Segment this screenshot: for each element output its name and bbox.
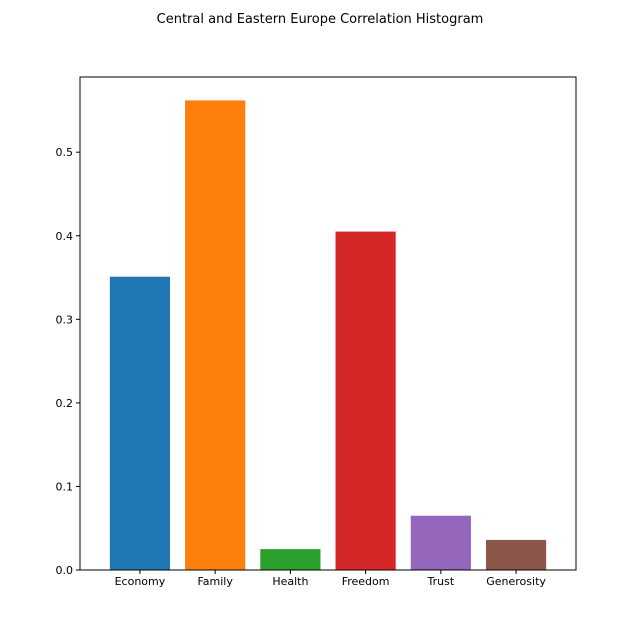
bar-freedom [335, 231, 396, 570]
bar-economy [109, 276, 171, 570]
y-axis: 0.0 0.1 0.2 0.3 0.4 0.5 [56, 146, 80, 577]
x-tick-label: Family [197, 575, 233, 588]
bar-trust [410, 515, 471, 570]
bar-health [260, 549, 321, 570]
x-tick-label: Economy [115, 575, 166, 588]
y-tick-label: 0.3 [56, 313, 74, 326]
bar-generosity [485, 539, 547, 570]
x-axis: Economy Family Health Freedom Trust Generosit… [115, 570, 546, 588]
y-tick-label: 0.4 [56, 230, 74, 243]
x-tick-label: Generosity [486, 575, 546, 588]
x-tick-label: Trust [427, 575, 455, 588]
y-tick-label: 0.5 [56, 146, 74, 159]
bars-layer [109, 100, 547, 571]
plot-area-frame [79, 76, 577, 571]
y-tick-label: 0.2 [56, 397, 74, 410]
x-tick-label: Health [272, 575, 308, 588]
y-tick-label: 0.1 [56, 480, 74, 493]
bar-family [185, 100, 246, 571]
y-tick-label: 0.0 [56, 564, 74, 577]
x-tick-label: Freedom [342, 575, 390, 588]
chart-title: Central and Eastern Europe Correlation H… [157, 12, 484, 27]
